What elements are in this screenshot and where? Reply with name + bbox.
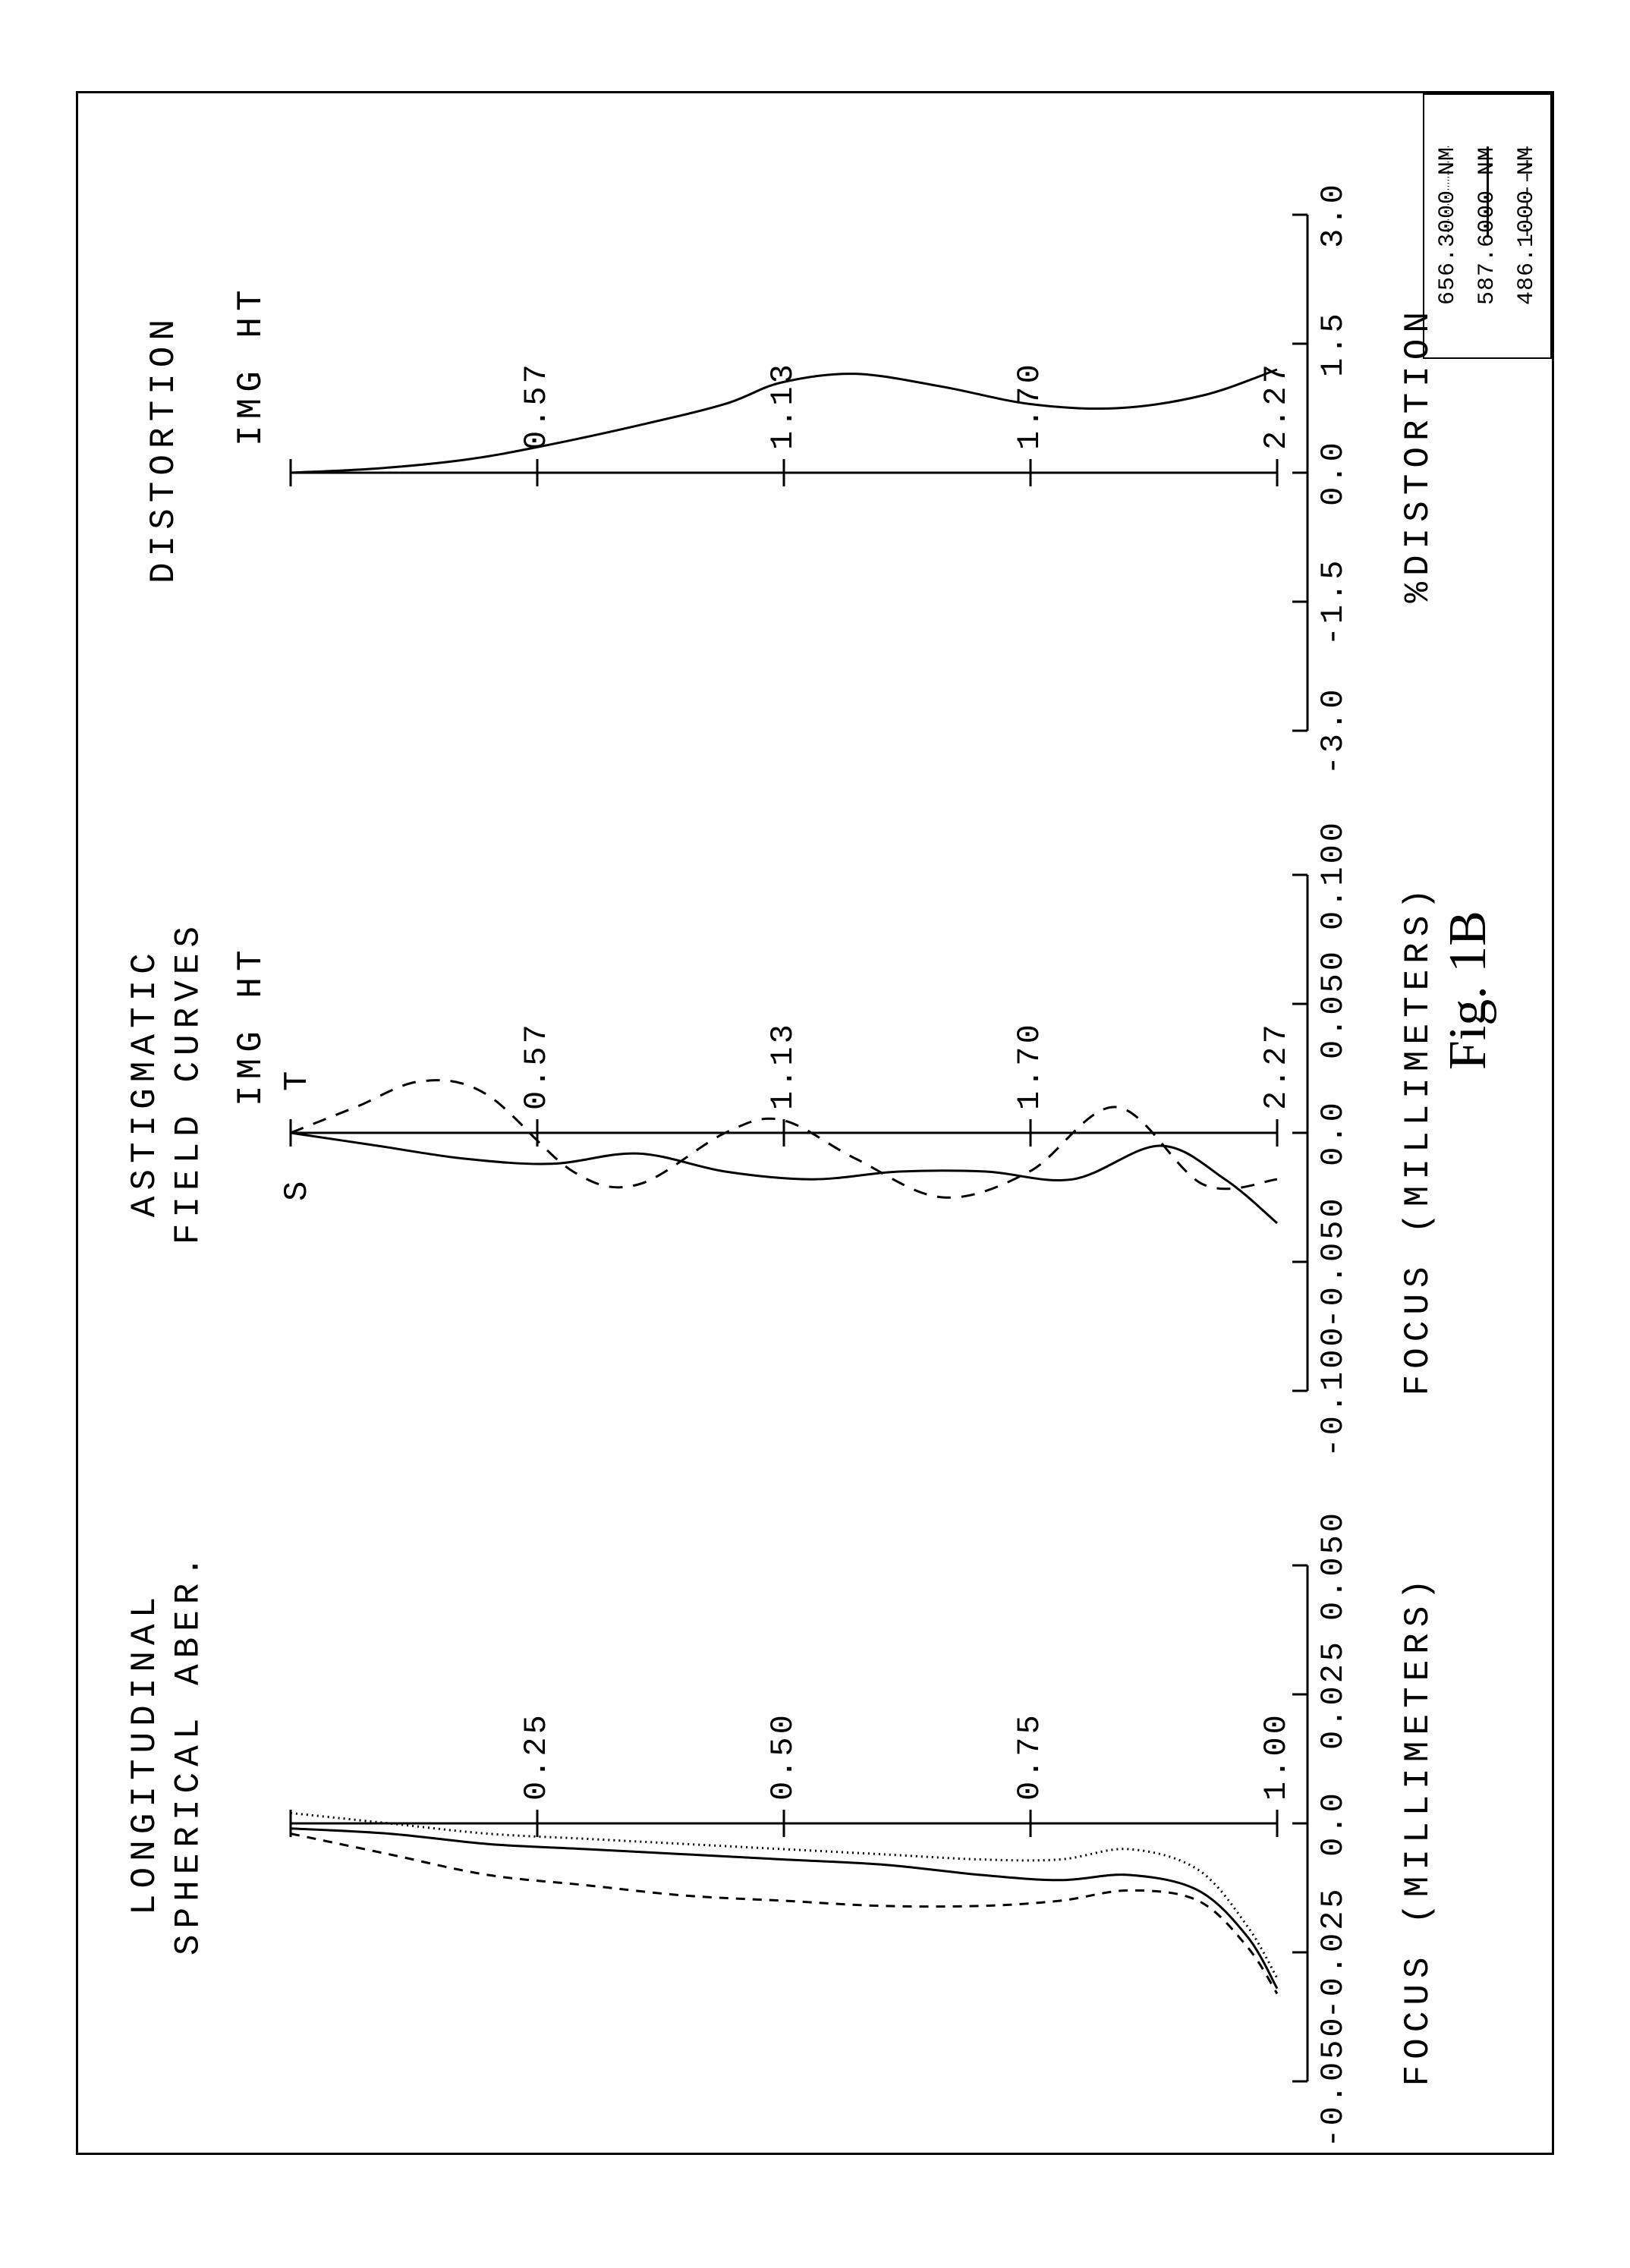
chart-title: DISTORTION <box>143 313 187 584</box>
svg-text:0.50: 0.50 <box>765 1712 801 1801</box>
svg-text:0.050: 0.050 <box>1315 948 1352 1059</box>
svg-text:IMG HT: IMG HT <box>231 944 271 1106</box>
svg-text:-0.100: -0.100 <box>1315 1324 1352 1457</box>
astigmatic-plot: 2.271.701.130.57IMG HTST-0.100-0.0500.00… <box>291 845 1338 1421</box>
distortion-plot: 2.271.701.130.57IMG HT-3.0-1.50.01.53.0 <box>291 184 1338 761</box>
chart-frame: 656.3000 NM 587.6000 NM 486.1000 NM LONG… <box>76 91 1554 2155</box>
svg-text:0.0: 0.0 <box>1315 439 1352 506</box>
svg-text:0.100: 0.100 <box>1315 819 1352 930</box>
svg-text:1.13: 1.13 <box>765 361 801 450</box>
x-axis-label: FOCUS (MILLIMETERS) <box>1399 882 1438 1396</box>
spherical-chart: LONGITUDINAL SPHERICAL ABER. 1.00 0.75 0.5… <box>78 1512 1554 2157</box>
svg-text:0.025: 0.025 <box>1315 1639 1352 1750</box>
svg-text:1.5: 1.5 <box>1315 310 1352 377</box>
x-axis-label: FOCUS (MILLIMETERS) <box>1399 1573 1438 2087</box>
svg-text:-0.050: -0.050 <box>1315 1195 1352 1328</box>
svg-text:-0.050: -0.050 <box>1315 2015 1352 2147</box>
svg-text:0.25: 0.25 <box>518 1712 555 1801</box>
svg-text:IMG HT: IMG HT <box>231 284 271 446</box>
svg-text:0.57: 0.57 <box>518 1021 555 1110</box>
svg-text:0.050: 0.050 <box>1315 1510 1352 1621</box>
svg-text:0.0: 0.0 <box>1315 1790 1352 1857</box>
svg-text:0.75: 0.75 <box>1012 1712 1048 1801</box>
svg-text:0.57: 0.57 <box>518 361 555 450</box>
svg-text:2.27: 2.27 <box>1258 1021 1295 1110</box>
svg-text:0.0: 0.0 <box>1315 1099 1352 1166</box>
svg-text:S: S <box>278 1181 316 1201</box>
svg-text:1.00: 1.00 <box>1258 1712 1295 1801</box>
svg-text:-3.0: -3.0 <box>1315 687 1352 775</box>
svg-text:3.0: 3.0 <box>1315 181 1352 248</box>
svg-text:1.70: 1.70 <box>1012 1021 1048 1110</box>
svg-text:T: T <box>278 1071 316 1091</box>
x-axis-label: %DISTORTION <box>1399 306 1438 603</box>
svg-text:1.13: 1.13 <box>765 1021 801 1110</box>
figure-label: Fig. 1B <box>1438 911 1499 1070</box>
spherical-plot: 1.000.750.500.25-0.050-0.0250.00.0250.05… <box>291 1535 1338 2112</box>
svg-text:-0.025: -0.025 <box>1315 1886 1352 2018</box>
svg-text:-1.5: -1.5 <box>1315 558 1352 646</box>
chart-title: LONGITUDINAL SPHERICAL ABER. <box>124 1550 211 1955</box>
astigmatic-chart: ASTIGMATIC FIELD CURVES 2.27 1.70 1.13 0.57… <box>78 822 1554 1505</box>
distortion-chart: DISTORTION 2.271.701.130.57IMG HT-3.0-1.… <box>78 162 1554 829</box>
chart-title: ASTIGMATIC FIELD CURVES <box>124 920 211 1244</box>
